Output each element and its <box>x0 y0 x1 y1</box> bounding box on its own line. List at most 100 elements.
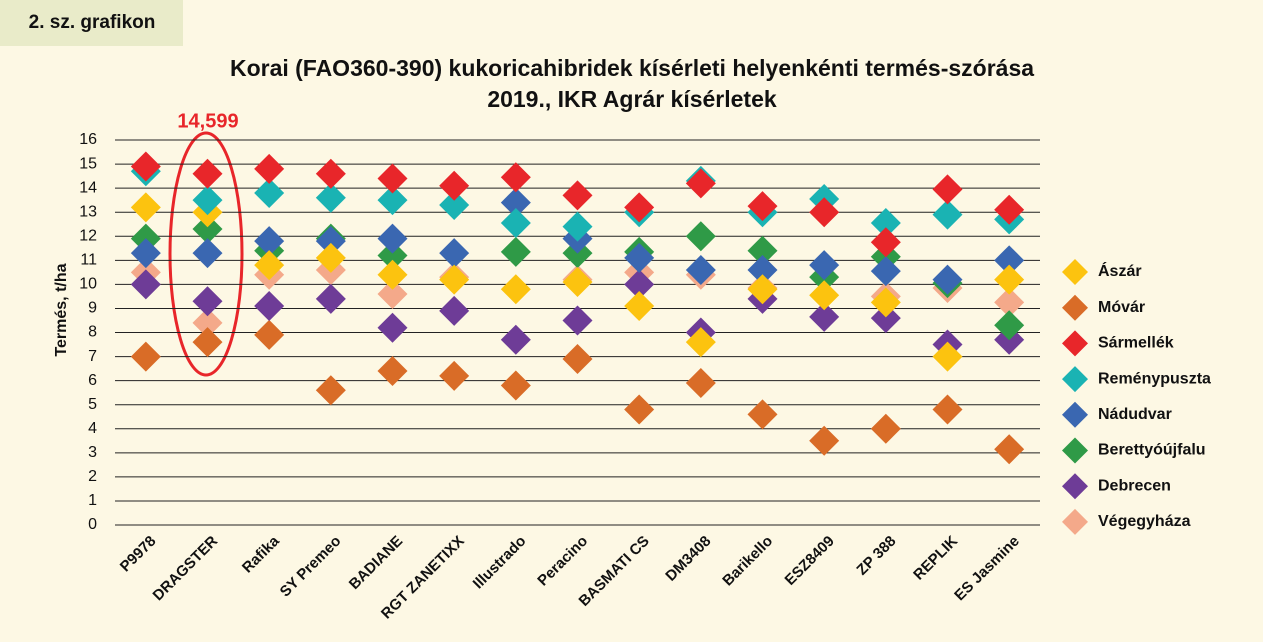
data-point <box>130 192 161 223</box>
data-point <box>685 221 716 252</box>
data-point <box>809 301 840 332</box>
legend-marker <box>1062 330 1088 357</box>
y-tick-label: 8 <box>88 324 97 341</box>
data-point <box>192 214 223 245</box>
data-point <box>254 319 285 350</box>
data-point <box>932 174 963 205</box>
data-point <box>870 413 901 444</box>
data-point <box>315 283 346 314</box>
data-point <box>500 208 531 239</box>
y-tick-label: 4 <box>88 420 97 437</box>
data-point <box>809 197 840 228</box>
data-point <box>747 274 778 305</box>
y-axis-label: Termés, t/ha <box>53 263 70 356</box>
data-point <box>377 259 408 290</box>
data-point <box>562 180 593 211</box>
y-tick-label: 1 <box>88 492 97 509</box>
data-point <box>254 291 285 322</box>
data-point <box>254 177 285 208</box>
data-point <box>624 242 655 273</box>
data-point <box>932 264 963 295</box>
data-point <box>500 187 531 218</box>
data-point <box>994 194 1025 225</box>
legend-marker <box>1062 259 1088 285</box>
y-tick-label: 3 <box>88 444 97 461</box>
data-point <box>562 343 593 374</box>
data-point <box>192 286 223 317</box>
header-box <box>0 0 183 46</box>
data-point <box>500 236 531 267</box>
legend-marker <box>1062 508 1088 535</box>
legend-label: Végegyháza <box>1098 513 1191 530</box>
data-point <box>562 266 593 297</box>
data-point <box>315 182 346 213</box>
y-tick-label: 6 <box>88 372 97 389</box>
data-point <box>685 168 716 199</box>
data-point <box>377 312 408 343</box>
data-point <box>870 303 901 334</box>
data-point <box>624 291 655 322</box>
y-tick-label: 5 <box>88 396 97 413</box>
data-point <box>994 287 1025 318</box>
data-point <box>439 170 470 201</box>
annotation: 14,599 <box>177 110 238 132</box>
legend-marker <box>1062 473 1088 500</box>
data-point <box>130 238 161 269</box>
legend-label: Ászár <box>1098 261 1142 280</box>
legend-label: Nádudvar <box>1098 406 1172 423</box>
data-point <box>439 189 470 220</box>
data-point <box>500 274 531 305</box>
data-point <box>747 399 778 430</box>
data-point <box>809 250 840 281</box>
data-point <box>932 394 963 425</box>
data-point <box>685 327 716 358</box>
data-point <box>994 310 1025 341</box>
y-tick-label: 15 <box>79 155 97 172</box>
data-point <box>562 305 593 336</box>
data-point <box>192 307 223 338</box>
y-tick-label: 12 <box>79 227 97 244</box>
data-point <box>747 254 778 285</box>
data-point <box>870 256 901 287</box>
y-tick-label: 16 <box>79 131 97 148</box>
data-point <box>315 226 346 257</box>
y-tick-label: 13 <box>79 203 97 220</box>
data-point <box>377 279 408 309</box>
y-tick-label: 10 <box>79 276 97 293</box>
data-point <box>500 324 531 355</box>
legend-marker <box>1062 294 1088 321</box>
legend-marker <box>1062 437 1088 464</box>
data-point <box>439 360 470 391</box>
data-point <box>624 192 655 223</box>
data-point <box>809 280 840 311</box>
data-point <box>130 269 161 300</box>
data-point <box>377 163 408 194</box>
data-point <box>747 191 778 222</box>
data-point <box>685 254 716 285</box>
data-point <box>254 226 285 257</box>
y-tick-label: 7 <box>88 348 97 365</box>
data-point <box>192 327 223 358</box>
data-point <box>994 245 1025 276</box>
legend-label: Reménypuszta <box>1098 370 1211 387</box>
highlight-ellipse <box>168 131 244 377</box>
data-point <box>130 341 161 372</box>
data-point <box>500 162 531 193</box>
y-tick-label: 11 <box>80 252 97 269</box>
y-tick-label: 9 <box>88 300 97 317</box>
data-point <box>377 356 408 386</box>
data-point <box>315 242 346 273</box>
data-point <box>870 287 901 318</box>
data-point <box>747 235 778 266</box>
data-point <box>315 158 346 189</box>
legend-label: Berettyóújfalu <box>1098 442 1206 459</box>
data-point <box>315 375 346 406</box>
data-point <box>685 368 716 399</box>
data-point <box>994 264 1025 295</box>
data-point <box>254 250 285 281</box>
data-point <box>932 199 963 230</box>
data-point <box>192 158 223 189</box>
data-point <box>870 227 901 258</box>
